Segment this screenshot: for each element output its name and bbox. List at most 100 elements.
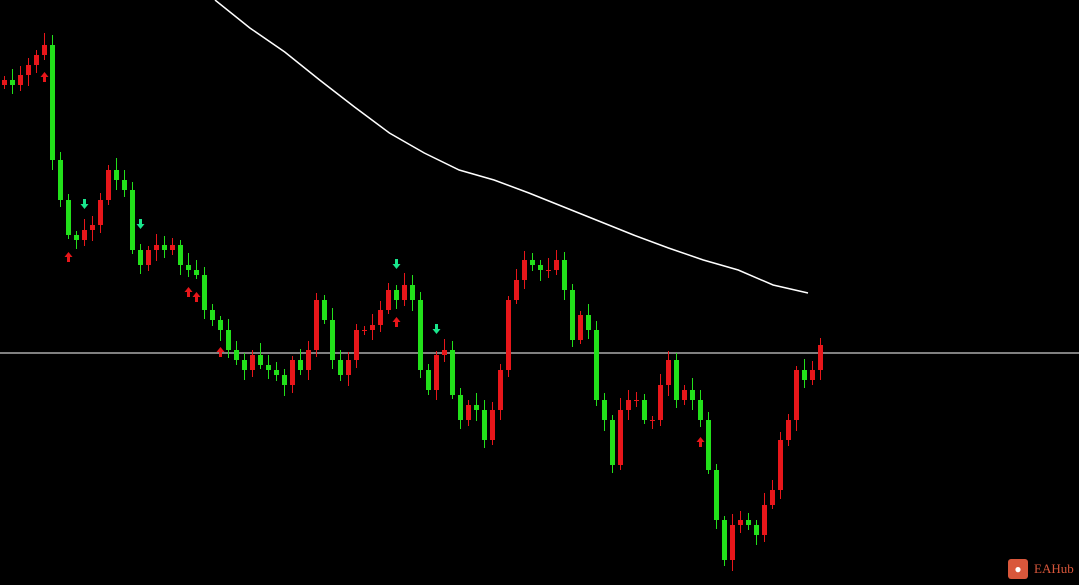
candle bbox=[818, 338, 823, 380]
candle bbox=[578, 311, 583, 344]
candle bbox=[194, 260, 199, 279]
candle-body bbox=[642, 400, 647, 420]
candle bbox=[162, 236, 167, 258]
candle bbox=[610, 415, 615, 473]
candle bbox=[698, 390, 703, 427]
candle-body bbox=[130, 190, 135, 250]
candle-body bbox=[42, 45, 47, 55]
candle-body bbox=[210, 310, 215, 320]
candle bbox=[210, 304, 215, 326]
candle bbox=[634, 392, 639, 407]
candle-body bbox=[202, 275, 207, 310]
candle bbox=[474, 393, 479, 421]
candle bbox=[322, 295, 327, 324]
candle bbox=[682, 385, 687, 405]
buy-arrow-icon bbox=[64, 252, 73, 262]
candle bbox=[394, 285, 399, 309]
candle-body bbox=[594, 330, 599, 400]
candle-body bbox=[658, 385, 663, 420]
candle-body bbox=[578, 315, 583, 340]
candle bbox=[74, 231, 79, 249]
candle bbox=[106, 165, 111, 205]
candle bbox=[18, 66, 23, 91]
candle-body bbox=[218, 320, 223, 330]
candle-body bbox=[698, 400, 703, 420]
candle bbox=[378, 301, 383, 332]
candle-body bbox=[802, 370, 807, 380]
candle bbox=[42, 33, 47, 60]
candle-body bbox=[370, 325, 375, 330]
candle-body bbox=[242, 360, 247, 370]
candle-body bbox=[234, 350, 239, 360]
candle-body bbox=[818, 345, 823, 370]
watermark-text: EAHub bbox=[1034, 561, 1074, 576]
buy-arrow-icon bbox=[696, 437, 705, 447]
candle-body bbox=[714, 470, 719, 520]
candle bbox=[354, 324, 359, 368]
candle-body bbox=[346, 360, 351, 375]
candle bbox=[434, 351, 439, 400]
candle bbox=[730, 514, 735, 571]
candle bbox=[498, 364, 503, 420]
candle bbox=[386, 283, 391, 314]
candle bbox=[802, 359, 807, 388]
candle-body bbox=[18, 75, 23, 85]
candle-body bbox=[10, 80, 15, 85]
candle bbox=[34, 50, 39, 73]
candle bbox=[330, 308, 335, 369]
candle bbox=[770, 480, 775, 509]
candle bbox=[714, 464, 719, 529]
buy-arrow-icon bbox=[192, 292, 201, 302]
candle-body bbox=[474, 405, 479, 410]
candle-body bbox=[602, 400, 607, 420]
candle-body bbox=[778, 440, 783, 490]
candle bbox=[706, 412, 711, 474]
candle bbox=[570, 284, 575, 347]
candle bbox=[722, 516, 727, 566]
candle bbox=[538, 260, 543, 281]
candle-body bbox=[258, 355, 263, 365]
candle bbox=[306, 341, 311, 380]
candle bbox=[242, 353, 247, 380]
candle-body bbox=[538, 265, 543, 270]
candle-body bbox=[706, 420, 711, 470]
candle bbox=[426, 364, 431, 395]
candle bbox=[754, 520, 759, 545]
candle bbox=[418, 292, 423, 378]
candle-body bbox=[154, 245, 159, 250]
candle-body bbox=[186, 265, 191, 270]
candle-body bbox=[490, 410, 495, 440]
robot-icon: ● bbox=[1008, 559, 1028, 579]
candle bbox=[410, 275, 415, 311]
candle bbox=[490, 402, 495, 445]
candle-body bbox=[394, 290, 399, 300]
candle-body bbox=[466, 405, 471, 420]
candle bbox=[146, 246, 151, 271]
candle-body bbox=[618, 410, 623, 465]
candle-body bbox=[170, 245, 175, 250]
candle-body bbox=[50, 45, 55, 160]
candle bbox=[810, 361, 815, 385]
candle-body bbox=[586, 315, 591, 330]
candle bbox=[586, 304, 591, 339]
candle bbox=[554, 250, 559, 275]
sell-arrow-icon bbox=[136, 219, 145, 229]
candle-body bbox=[506, 300, 511, 370]
candle-body bbox=[522, 260, 527, 280]
candle-body bbox=[546, 270, 551, 271]
candle-body bbox=[562, 260, 567, 290]
candle bbox=[530, 253, 535, 271]
candle bbox=[738, 511, 743, 533]
candle bbox=[274, 362, 279, 381]
sell-arrow-icon bbox=[80, 199, 89, 209]
candle-body bbox=[530, 260, 535, 265]
candle-body bbox=[674, 360, 679, 400]
candle bbox=[98, 193, 103, 233]
candle bbox=[50, 35, 55, 170]
candle bbox=[250, 350, 255, 377]
candle-body bbox=[426, 370, 431, 390]
candle bbox=[450, 341, 455, 399]
candle bbox=[618, 398, 623, 470]
